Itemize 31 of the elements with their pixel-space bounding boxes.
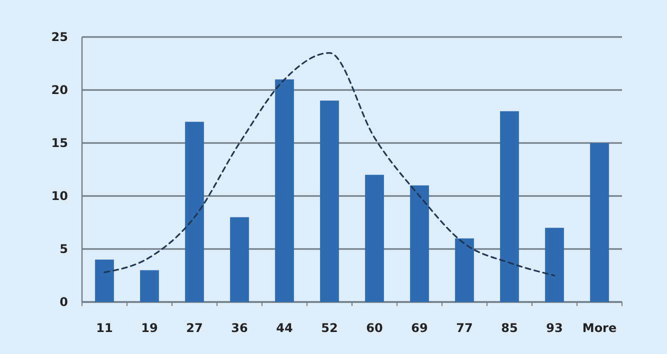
x-tick-label: 77 [456,321,473,335]
x-tick-label: 52 [321,321,338,335]
x-tick-label: More [582,321,617,335]
y-tick-label: 15 [51,136,68,150]
x-tick-label: 93 [546,321,563,335]
bar [95,260,114,302]
x-tick-label: 44 [276,321,293,335]
y-tick-label: 20 [51,83,68,98]
bar [275,79,294,302]
bar [365,174,384,302]
bar [140,270,159,302]
x-tick-label: 27 [186,321,203,335]
line-series [104,52,556,276]
bar [590,143,609,302]
bar [410,185,429,302]
x-tick-label: 19 [141,321,158,335]
x-tick-label: 60 [366,321,383,335]
bar [230,217,249,302]
bar [185,122,204,302]
y-tick-label: 25 [51,30,68,44]
y-tick-label: 0 [60,295,68,310]
bar [500,111,519,302]
x-tick-label: 69 [411,321,428,335]
bar [455,238,474,302]
x-tick-label: 85 [501,321,518,335]
y-tick-label: 10 [51,189,68,204]
bar [320,100,339,302]
bar [545,228,564,302]
y-tick-label: 5 [60,242,68,256]
x-tick-label: 36 [231,321,248,335]
x-tick-label: 11 [96,321,113,335]
